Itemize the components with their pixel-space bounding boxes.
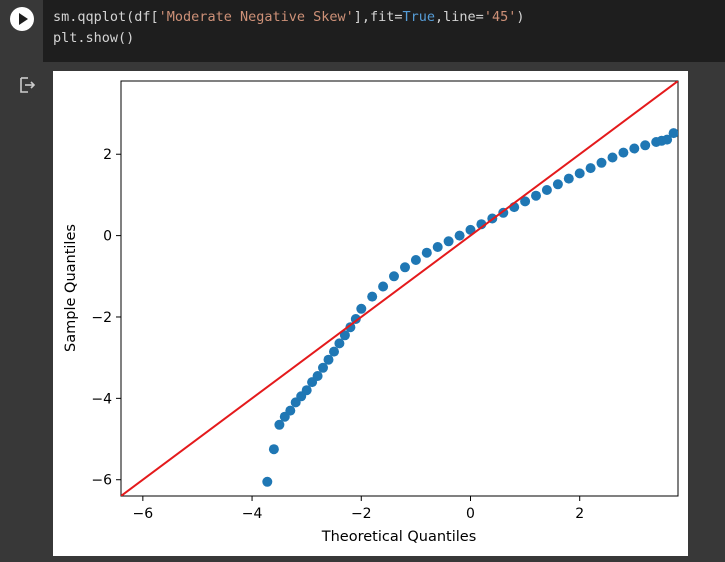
data-point	[285, 405, 296, 416]
data-point	[531, 190, 541, 201]
data-point	[318, 362, 328, 373]
data-point	[339, 330, 350, 341]
code-editor[interactable]	[43, 0, 725, 62]
reference-line-45	[121, 81, 678, 496]
code-token: '45'	[483, 9, 517, 25]
code-line-1[interactable]: sm.qqplot(df['Moderate Negative Skew'],f…	[53, 9, 524, 25]
data-point	[400, 262, 410, 273]
plot-marks	[121, 81, 678, 496]
output-redirect-icon[interactable]	[18, 76, 36, 94]
data-point	[262, 476, 273, 487]
code-token: ,line=	[435, 9, 484, 25]
data-point	[301, 385, 312, 396]
plot-area-frame	[120, 80, 679, 497]
code-token: plt.show()	[53, 30, 135, 46]
code-token: True	[402, 9, 436, 25]
code-cell: sm.qqplot(df['Moderate Negative Skew'],f…	[0, 0, 725, 62]
data-point	[356, 303, 367, 314]
data-point	[421, 247, 432, 258]
data-point	[640, 140, 651, 151]
data-point	[410, 255, 421, 265]
code-token: sm.qqplot(df[	[53, 9, 159, 25]
code-token: ],fit=	[353, 9, 403, 25]
data-point	[329, 346, 339, 357]
x-tick-label: 0	[466, 506, 475, 522]
x-tick-label: 2	[575, 506, 584, 522]
code-token: )	[516, 9, 525, 25]
play-icon	[19, 13, 28, 25]
data-point	[345, 322, 356, 333]
data-point	[662, 134, 673, 145]
data-point	[350, 314, 361, 324]
data-point	[323, 354, 334, 365]
data-point	[378, 281, 389, 292]
y-tick-label: 2	[103, 147, 112, 163]
data-point	[607, 152, 618, 163]
data-point	[552, 179, 563, 190]
data-point	[618, 147, 629, 158]
x-axis-ticks: −6 −4 −2 0 2	[133, 496, 584, 522]
data-point	[312, 371, 323, 381]
y-tick-label: −2	[91, 310, 112, 326]
y-axis-label: Sample Quantiles	[63, 224, 79, 352]
data-point	[389, 271, 399, 282]
data-point	[268, 444, 279, 455]
x-tick-label: −4	[242, 506, 263, 522]
run-cell-button[interactable]	[10, 7, 34, 31]
x-axis-label: Theoretical Quantiles	[321, 529, 477, 545]
x-tick-label: −2	[351, 506, 372, 522]
data-point	[574, 168, 585, 179]
data-point	[563, 173, 574, 184]
data-point	[334, 338, 345, 349]
data-point	[541, 185, 552, 195]
data-point	[443, 236, 454, 247]
y-tick-label: −4	[91, 391, 112, 407]
qq-plot-figure: −6 −4 −2 0 2 −6 −4 −2 0 2 Theoretical Quantiles …	[53, 71, 688, 556]
data-point	[585, 163, 596, 174]
y-tick-label: 0	[103, 229, 112, 245]
code-line-2[interactable]: plt.show()	[53, 30, 134, 46]
data-point	[629, 143, 640, 154]
data-point	[432, 242, 443, 252]
data-point	[367, 291, 378, 302]
data-point	[454, 230, 465, 241]
data-point	[520, 196, 531, 207]
data-point	[274, 419, 285, 430]
code-token: 'Moderate Negative Skew'	[158, 9, 354, 25]
x-tick-label: −6	[133, 506, 154, 522]
y-axis-ticks: −6 −4 −2 0 2	[91, 147, 121, 489]
y-tick-label: −6	[91, 473, 112, 489]
data-point	[465, 224, 476, 235]
data-point	[596, 157, 607, 168]
qq-plot-svg: −6 −4 −2 0 2 −6−4−202 Theoretical Quantiles …	[63, 80, 679, 545]
data-point	[668, 128, 678, 139]
